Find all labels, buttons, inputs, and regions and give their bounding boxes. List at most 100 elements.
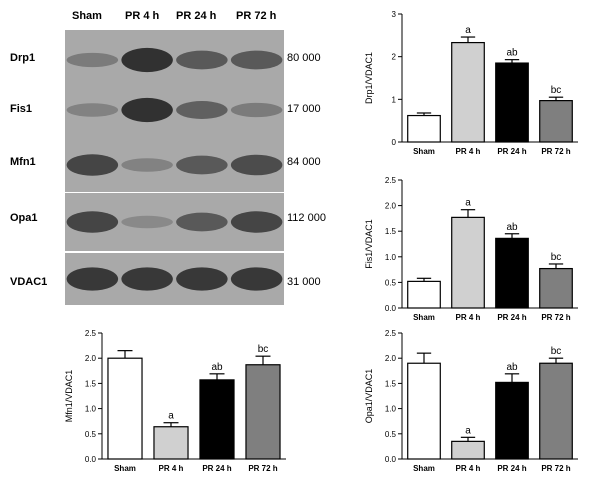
significance-label: a xyxy=(465,198,471,209)
band-fis1-lane-1 xyxy=(66,103,119,117)
y-axis-label: Opa1/VDAC1 xyxy=(364,369,374,424)
blot-strip-fis1 xyxy=(65,84,284,144)
band-mfn1-lane-4 xyxy=(230,154,283,176)
y-tick-label: 1.0 xyxy=(85,405,97,414)
bar-sham xyxy=(107,357,143,460)
significance-label: a xyxy=(465,25,471,36)
x-tick-label: PR 4 h xyxy=(456,147,481,156)
band-label-vdac1: VDAC1 xyxy=(10,276,48,288)
significance-label: a xyxy=(168,411,174,422)
band-mfn1-lane-2 xyxy=(121,158,173,172)
band-drp1-lane-3 xyxy=(176,50,228,70)
band-label-fis1: Fis1 xyxy=(10,103,33,115)
band-drp1-lane-1 xyxy=(66,52,119,68)
x-tick-label: PR 72 h xyxy=(541,147,570,156)
band-opa1-lane-1 xyxy=(66,211,119,233)
blot-strip-drp1 xyxy=(65,30,284,90)
x-tick-label: PR 72 h xyxy=(541,313,570,322)
mw-label-vdac1: 31 000 xyxy=(287,276,321,288)
y-tick-label: 2.0 xyxy=(385,354,397,363)
band-mfn1-lane-3 xyxy=(176,155,228,175)
band-drp1-lane-4 xyxy=(230,50,283,70)
y-tick-label: 0.5 xyxy=(385,430,397,439)
y-tick-label: 2.5 xyxy=(85,329,97,338)
band-drp1-lane-2 xyxy=(121,47,173,73)
x-tick-label: Sham xyxy=(114,464,136,473)
y-tick-label: 1.0 xyxy=(385,253,397,262)
significance-label: ab xyxy=(506,48,518,59)
y-tick-label: 1.5 xyxy=(385,379,397,388)
bar-sham xyxy=(407,280,441,309)
bar-pr-24-h xyxy=(495,237,529,309)
lane-header-pr24h: PR 24 h xyxy=(176,10,217,22)
bar-pr-4-h xyxy=(451,41,485,143)
y-tick-label: 2.0 xyxy=(385,202,397,211)
band-vdac1-lane-2 xyxy=(121,267,173,291)
lane-header-sham: Sham xyxy=(72,10,102,22)
y-tick-label: 2 xyxy=(392,53,397,62)
chart-opa1: 0.0 0.5 1.0 1.5 2.0 2.5 Opa1/VDAC1 Sham a PR 4 h a… xyxy=(364,329,578,473)
bar-pr-72-h xyxy=(539,100,573,143)
bar-pr-72-h xyxy=(539,267,573,309)
x-tick-label: Sham xyxy=(413,147,435,156)
x-tick-label: Sham xyxy=(413,313,435,322)
significance-label: ab xyxy=(506,362,518,373)
significance-label: a xyxy=(465,425,471,436)
band-fis1-lane-2 xyxy=(121,97,173,123)
x-tick-label: PR 72 h xyxy=(541,464,570,473)
band-opa1-lane-2 xyxy=(121,215,173,229)
band-vdac1-lane-4 xyxy=(230,267,283,291)
bar-pr-72-h xyxy=(245,364,281,460)
x-tick-label: PR 4 h xyxy=(159,464,184,473)
x-tick-label: PR 24 h xyxy=(497,147,526,156)
y-tick-label: 0.0 xyxy=(385,304,397,313)
y-tick-label: 1.0 xyxy=(385,405,397,414)
x-tick-label: PR 72 h xyxy=(248,464,277,473)
significance-label: ab xyxy=(211,362,223,373)
y-tick-label: 0.5 xyxy=(85,430,97,439)
band-vdac1-lane-1 xyxy=(66,267,119,291)
y-tick-label: 1.5 xyxy=(385,227,397,236)
y-tick-label: 2.5 xyxy=(385,329,397,338)
blot-strip-vdac1 xyxy=(65,253,284,305)
band-opa1-lane-3 xyxy=(176,212,228,232)
bar-pr-72-h xyxy=(539,362,573,460)
y-tick-label: 2.5 xyxy=(385,176,397,185)
chart-drp1: 0 1 2 3 Drp1/VDAC1 Sham a PR 4 h ab PR 24 h bc PR 7… xyxy=(364,10,578,156)
mw-label-drp1: 80 000 xyxy=(287,52,321,64)
x-tick-label: PR 24 h xyxy=(497,464,526,473)
y-tick-label: 0.0 xyxy=(385,455,397,464)
chart-fis1: 0.0 0.5 1.0 1.5 2.0 2.5 Fis1/VDAC1 Sham a PR 4 h a… xyxy=(364,176,578,322)
y-axis-label: Drp1/VDAC1 xyxy=(364,52,374,104)
bar-pr-4-h xyxy=(451,216,485,309)
y-tick-label: 0.0 xyxy=(85,455,97,464)
x-tick-label: PR 4 h xyxy=(456,313,481,322)
mw-label-fis1: 17 000 xyxy=(287,103,321,115)
y-tick-label: 0.5 xyxy=(385,278,397,287)
bar-pr-4-h xyxy=(153,426,189,460)
y-axis-label: Mfn1/VDAC1 xyxy=(64,370,74,423)
band-label-mfn1: Mfn1 xyxy=(10,156,36,168)
chart-mfn1: 0.0 0.5 1.0 1.5 2.0 2.5 Mfn1/VDAC1 Sham a PR 4 h a… xyxy=(64,329,286,473)
band-opa1-lane-4 xyxy=(230,211,283,233)
lane-header-pr4h: PR 4 h xyxy=(125,10,160,22)
band-fis1-lane-3 xyxy=(176,101,228,119)
y-tick-label: 1 xyxy=(392,95,397,104)
significance-label: bc xyxy=(551,346,562,357)
y-tick-label: 0 xyxy=(392,138,397,147)
y-tick-label: 1.5 xyxy=(85,379,97,388)
bar-pr-4-h xyxy=(451,440,485,460)
band-mfn1-lane-1 xyxy=(66,154,119,176)
band-label-opa1: Opa1 xyxy=(10,212,38,224)
mw-label-mfn1: 84 000 xyxy=(287,156,321,168)
bar-pr-24-h xyxy=(495,62,529,143)
x-tick-label: PR 24 h xyxy=(202,464,231,473)
western-blot-panel: Sham PR 4 h PR 24 h PR 72 h Drp1 Fis1 Mf… xyxy=(0,0,340,305)
band-label-drp1: Drp1 xyxy=(10,52,36,64)
band-vdac1-lane-3 xyxy=(176,267,228,291)
x-tick-label: PR 4 h xyxy=(456,464,481,473)
bar-sham xyxy=(407,362,441,460)
significance-label: bc xyxy=(258,344,269,355)
y-tick-label: 2.0 xyxy=(85,354,97,363)
lane-header-pr72h: PR 72 h xyxy=(236,10,277,22)
